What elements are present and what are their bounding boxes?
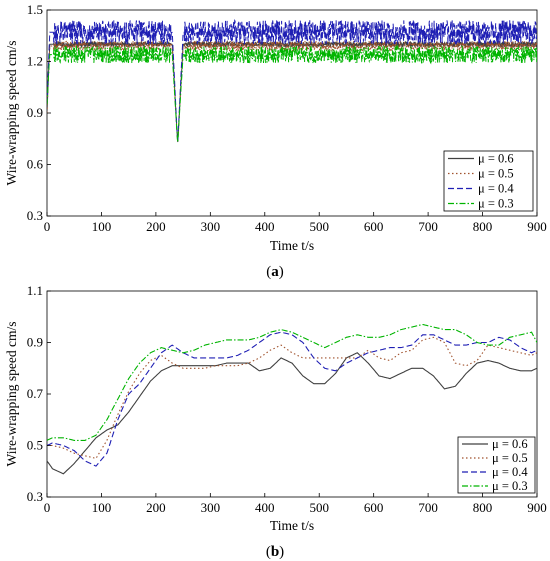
y-axis-label-a: Wire-wrapping speed cm/s — [4, 41, 19, 186]
x-tick-label: 700 — [418, 219, 438, 234]
legend-box — [457, 436, 536, 494]
panel-label-b: (b) — [266, 544, 284, 560]
x-tick-label: 400 — [255, 219, 275, 234]
series-line-06 — [47, 352, 537, 475]
axis-ticks-b: 0 100 200 300 400 500 600 700 800 900 0.3 0.5 0.7 0.9… — [27, 283, 547, 515]
y-axis-label-b: Wire-wrapping speed cm/s — [4, 322, 19, 467]
legend-entry: μ = 0.6 — [492, 437, 528, 451]
x-tick-label: 0 — [44, 219, 51, 234]
y-tick-label: 0.3 — [27, 489, 43, 504]
x-tick-label: 100 — [92, 219, 112, 234]
y-tick-label: 1.5 — [27, 2, 43, 17]
legend-box — [443, 150, 534, 212]
legend-entry: μ = 0.3 — [492, 479, 528, 493]
x-tick-label: 900 — [527, 500, 547, 515]
x-tick-label: 800 — [473, 500, 493, 515]
legend-b: μ = 0.6μ = 0.5μ = 0.4μ = 0.3 — [457, 436, 536, 494]
series-line-03 — [47, 44, 537, 143]
series-line-04 — [47, 19, 537, 142]
y-tick-label: 1.2 — [27, 54, 43, 69]
legend-entry: μ = 0.4 — [478, 182, 514, 196]
y-tick-label: 0.3 — [27, 208, 43, 223]
x-axis-label-a: Time t/s — [270, 238, 314, 253]
series-group-a — [47, 19, 537, 143]
x-tick-label: 200 — [146, 500, 166, 515]
y-tick-label: 0.9 — [27, 335, 43, 350]
x-tick-label: 800 — [473, 219, 493, 234]
y-tick-label: 0.5 — [27, 438, 43, 453]
x-tick-label: 600 — [364, 219, 384, 234]
x-tick-label: 200 — [146, 219, 166, 234]
x-axis-label-b: Time t/s — [270, 518, 314, 533]
chart-a: 0 100 200 300 400 500 600 700 800 900 0.3 0.6 0.9 1.2… — [4, 2, 547, 280]
legend-entry: μ = 0.4 — [492, 465, 528, 479]
x-tick-label: 900 — [527, 219, 547, 234]
legend-entry: μ = 0.3 — [478, 197, 514, 211]
x-tick-label: 400 — [255, 500, 275, 515]
x-tick-label: 0 — [44, 500, 51, 515]
y-tick-label: 0.6 — [27, 157, 44, 172]
x-tick-label: 500 — [309, 500, 329, 515]
axis-ticks-a: 0 100 200 300 400 500 600 700 800 900 0.3 0.6 0.9 1.2… — [27, 2, 547, 234]
x-tick-label: 700 — [418, 500, 438, 515]
series-line-03 — [47, 323, 537, 441]
x-tick-label: 500 — [309, 219, 329, 234]
series-line-05 — [47, 336, 537, 460]
x-tick-label: 100 — [92, 500, 112, 515]
series-group-b — [47, 323, 537, 475]
x-tick-label: 300 — [201, 219, 221, 234]
y-tick-label: 1.1 — [27, 283, 43, 298]
panel-label-a: (a) — [266, 264, 284, 280]
x-tick-label: 300 — [201, 500, 221, 515]
chart-b: 0 100 200 300 400 500 600 700 800 900 0.3 0.5 0.7 0.9… — [4, 283, 547, 560]
legend-entry: μ = 0.5 — [492, 451, 528, 465]
series-line-05 — [47, 38, 537, 143]
legend-entry: μ = 0.5 — [478, 167, 514, 181]
y-tick-label: 0.7 — [27, 386, 44, 401]
series-line-04 — [47, 331, 537, 467]
legend-entry: μ = 0.6 — [478, 152, 514, 166]
y-tick-label: 0.9 — [27, 105, 43, 120]
legend-a: μ = 0.6μ = 0.5μ = 0.4μ = 0.3 — [443, 150, 534, 212]
x-tick-label: 600 — [364, 500, 384, 515]
